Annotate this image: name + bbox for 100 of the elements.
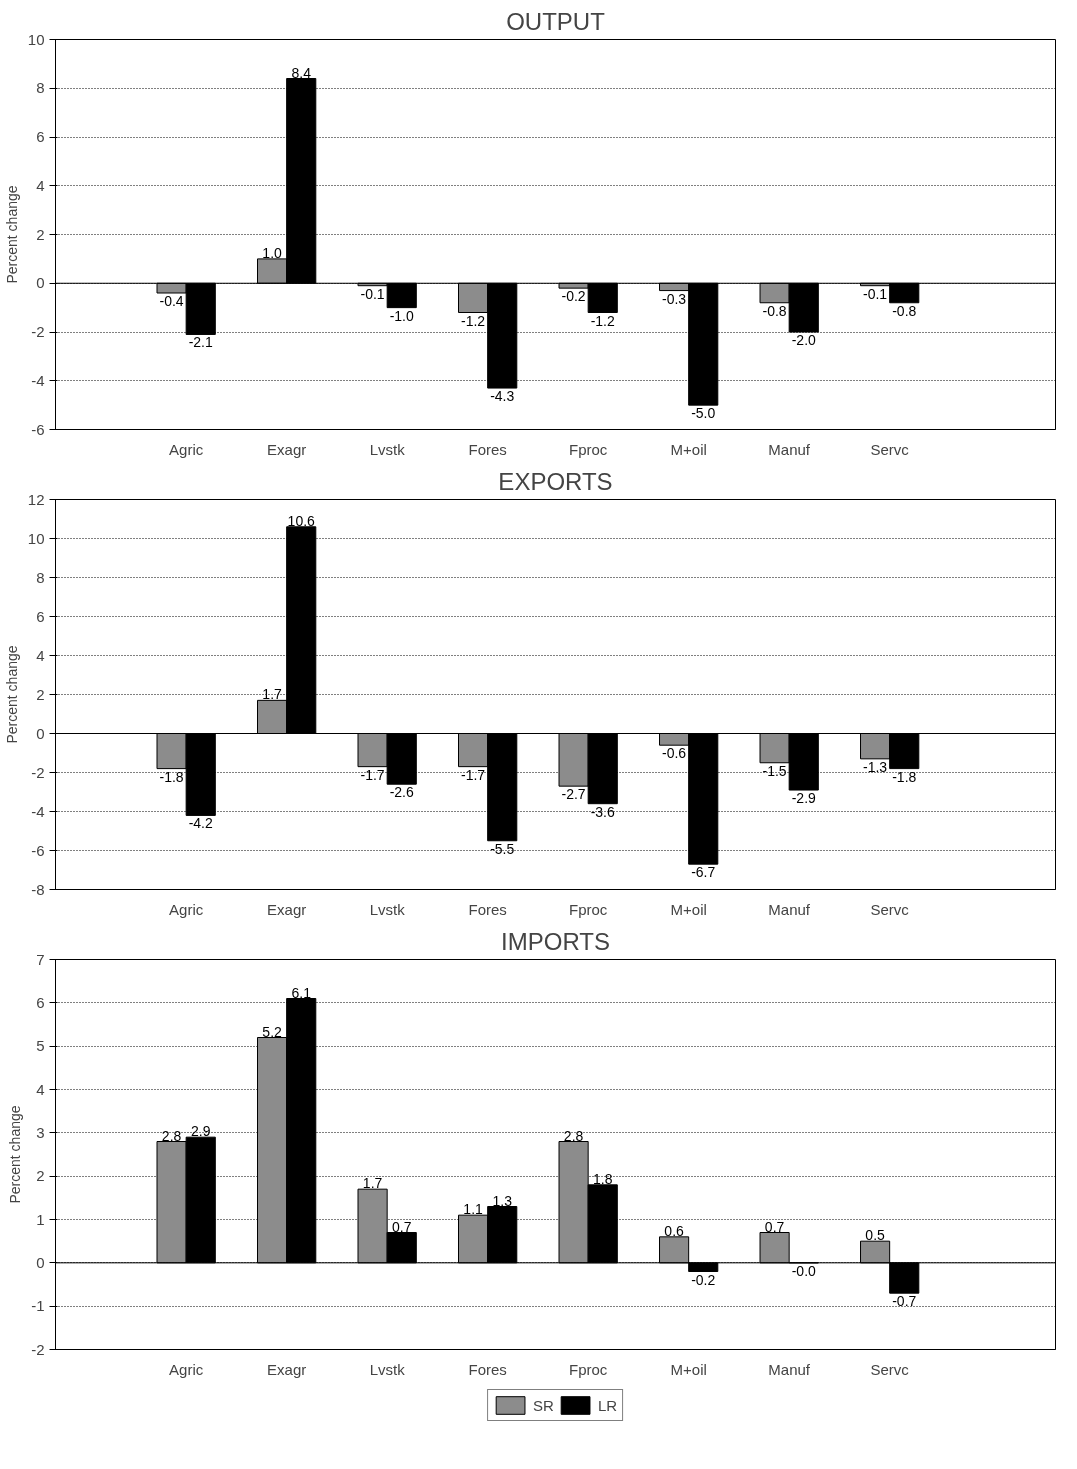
- data-label: -0.8: [762, 302, 787, 319]
- x-tick-label: Lvstk: [369, 1360, 406, 1378]
- data-label: 6.1: [291, 984, 312, 1001]
- data-label: -2.0: [791, 332, 817, 348]
- data-label: -2.6: [389, 784, 415, 801]
- y-tick-label: -2: [31, 1340, 45, 1358]
- x-tick-label: M+oil: [670, 1360, 707, 1378]
- x-tick-label: Servc: [870, 900, 910, 918]
- data-label: 1.0: [262, 244, 283, 261]
- data-label: -1.8: [159, 768, 184, 785]
- data-label: -1.3: [863, 758, 888, 775]
- data-label: 1.8: [593, 1170, 613, 1187]
- y-tick-label: 2: [36, 1167, 45, 1185]
- x-tick-label: Servc: [870, 1360, 910, 1378]
- data-label: -1.5: [762, 762, 787, 779]
- data-label: -1.8: [892, 768, 917, 785]
- x-tick-label: Agric: [169, 900, 204, 918]
- x-tick-label: Servc: [870, 440, 910, 458]
- y-tick-label: 4: [36, 1080, 45, 1098]
- data-label: -1.2: [590, 312, 616, 329]
- x-tick-label: Agric: [169, 1360, 204, 1378]
- y-axis-title: Percent change: [7, 1105, 24, 1204]
- data-label: -3.6: [590, 803, 616, 820]
- data-label: -4.3: [490, 388, 515, 405]
- data-label: 0.5: [865, 1227, 886, 1244]
- data-label: -2.9: [791, 790, 817, 807]
- data-label: 1.7: [262, 686, 283, 703]
- y-axis-title: Percent change: [3, 185, 20, 284]
- y-tick-label: 4: [36, 646, 45, 664]
- x-tick-label: M+oil: [670, 900, 707, 918]
- x-tick-label: Fproc: [568, 440, 608, 458]
- y-tick-label: 4: [36, 176, 45, 194]
- x-tick-label: Manuf: [768, 1360, 811, 1378]
- data-label: -0.6: [662, 745, 687, 762]
- data-label: 5.2: [262, 1023, 283, 1040]
- chart-title: OUTPUT: [506, 7, 606, 35]
- data-label: 1.7: [362, 1175, 383, 1192]
- data-label: 0.7: [764, 1218, 785, 1235]
- y-axis-title: Percent change: [3, 645, 20, 744]
- x-tick-label: Exagr: [267, 900, 307, 918]
- data-label: 1.1: [463, 1201, 484, 1218]
- y-tick-label: 6: [36, 128, 45, 145]
- y-tick-label: -6: [31, 420, 45, 438]
- legend-label: LR: [597, 1396, 618, 1414]
- x-tick-label: Fproc: [568, 900, 608, 918]
- data-label: -5.5: [490, 840, 515, 857]
- x-tick-label: Exagr: [267, 440, 307, 458]
- y-tick-label: 3: [36, 1123, 45, 1141]
- data-label: 2.8: [161, 1127, 182, 1144]
- data-label: -0.8: [892, 302, 917, 319]
- y-tick-label: -8: [31, 880, 45, 898]
- x-tick-label: Lvstk: [369, 440, 406, 458]
- y-tick-label: -2: [31, 323, 45, 340]
- y-tick-label: 10: [27, 529, 45, 547]
- y-tick-label: 2: [36, 225, 45, 243]
- data-label: -0.1: [863, 285, 888, 302]
- chart-title: EXPORTS: [498, 467, 613, 495]
- x-tick-label: M+oil: [670, 440, 707, 458]
- data-label: -6.7: [691, 864, 716, 881]
- y-tick-label: 10: [27, 30, 45, 48]
- data-label: 1.3: [492, 1192, 513, 1209]
- data-label: -0.1: [360, 285, 385, 302]
- y-tick-label: 6: [36, 993, 45, 1011]
- x-tick-label: Lvstk: [369, 900, 406, 918]
- x-tick-label: Manuf: [768, 900, 811, 918]
- y-tick-label: 6: [36, 607, 45, 625]
- legend-label: SR: [533, 1396, 554, 1414]
- y-tick-label: -4: [31, 802, 45, 820]
- y-tick-label: 7: [36, 950, 45, 968]
- x-tick-label: Exagr: [267, 1360, 307, 1378]
- y-tick-label: 2: [36, 685, 45, 703]
- data-label: 8.4: [291, 64, 312, 81]
- data-label: -5.0: [691, 405, 716, 422]
- data-label: -1.0: [389, 307, 415, 324]
- data-label: -0.7: [892, 1293, 917, 1310]
- x-tick-label: Fores: [468, 900, 507, 918]
- y-tick-label: 12: [27, 490, 45, 508]
- data-label: -0.2: [691, 1271, 716, 1288]
- data-label: -1.7: [360, 766, 385, 783]
- data-label: -0.2: [561, 288, 586, 305]
- y-tick-label: -1: [31, 1297, 45, 1315]
- data-label: 2.9: [191, 1123, 211, 1140]
- x-tick-label: Fproc: [568, 1360, 608, 1378]
- y-tick-label: 0: [36, 1253, 45, 1271]
- y-tick-label: 8: [36, 79, 45, 97]
- data-label: 0.6: [664, 1222, 685, 1239]
- data-label: -0.0: [791, 1262, 817, 1279]
- y-tick-label: -6: [31, 841, 45, 859]
- y-tick-label: 0: [36, 724, 45, 742]
- data-label: -1.7: [461, 766, 486, 783]
- y-tick-label: 5: [36, 1037, 45, 1055]
- y-tick-label: 1: [36, 1210, 45, 1228]
- data-label: -0.3: [662, 290, 687, 307]
- data-label: -2.7: [561, 786, 586, 803]
- chart-title: IMPORTS: [501, 927, 610, 955]
- data-label: -1.2: [461, 312, 486, 329]
- y-tick-label: 8: [36, 568, 45, 586]
- y-tick-label: 0: [36, 274, 45, 292]
- data-label: -2.1: [188, 334, 213, 351]
- data-label: 0.7: [392, 1218, 412, 1235]
